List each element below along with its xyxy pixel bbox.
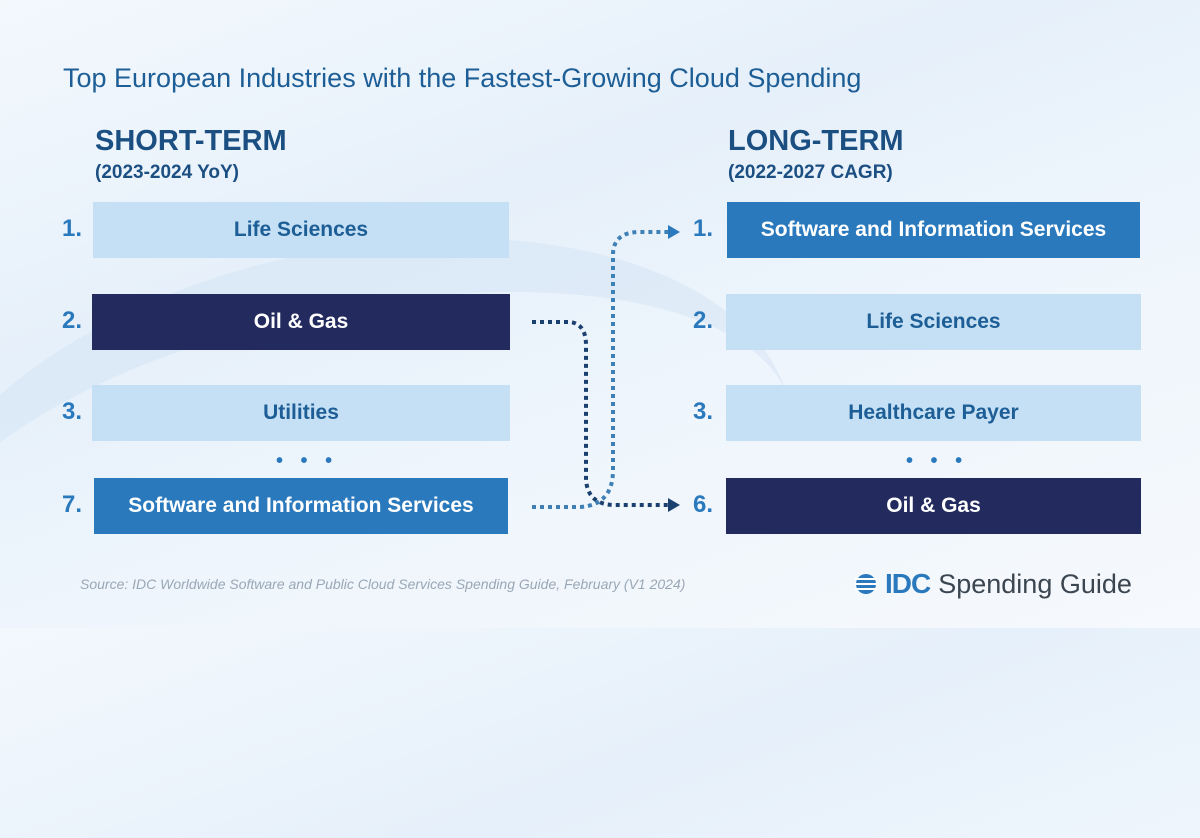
arrowhead-icon — [668, 498, 680, 512]
arrow-software — [532, 230, 668, 509]
short-term-item: Software and Information Services — [94, 478, 508, 534]
arrowhead-icon — [668, 225, 680, 239]
rank: 3. — [62, 398, 83, 425]
short-term-period: (2023-2024 YoY) — [95, 162, 239, 183]
short-term-heading: SHORT-TERM (2023-2024 YoY) — [95, 125, 287, 184]
arrows — [532, 225, 680, 512]
short-term-title: SHORT-TERM — [95, 125, 287, 157]
rank: 6. — [693, 491, 714, 518]
ellipsis: • • • — [276, 450, 339, 472]
short-term-item: Life Sciences — [93, 202, 509, 258]
rank: 1. — [693, 215, 714, 242]
long-term-heading: LONG-TERM (2022-2027 CAGR) — [728, 125, 904, 184]
long-term-item: Oil & Gas — [726, 478, 1141, 534]
long-term-title: LONG-TERM — [728, 125, 904, 157]
globe-icon — [855, 574, 877, 594]
rank: 7. — [62, 491, 83, 518]
long-term-period: (2022-2027 CAGR) — [728, 162, 893, 183]
logo-product: Spending Guide — [938, 568, 1132, 599]
logo-brand: IDC — [885, 568, 931, 599]
idc-logo: IDC Spending Guide — [855, 568, 1132, 600]
rank: 3. — [693, 398, 714, 425]
rank: 2. — [693, 307, 714, 334]
rank: 2. — [62, 307, 83, 334]
long-term-item: Healthcare Payer — [726, 385, 1141, 441]
source-note: Source: IDC Worldwide Software and Publi… — [80, 576, 686, 592]
long-term-item: Life Sciences — [726, 294, 1141, 350]
short-term-item: Utilities — [92, 385, 510, 441]
long-term-item: Software and Information Services — [727, 202, 1140, 258]
rank: 1. — [62, 215, 83, 242]
page-title: Top European Industries with the Fastest… — [63, 63, 862, 93]
ellipsis: • • • — [906, 450, 969, 472]
arrow-oil-gas — [532, 320, 668, 507]
short-term-item: Oil & Gas — [92, 294, 510, 350]
